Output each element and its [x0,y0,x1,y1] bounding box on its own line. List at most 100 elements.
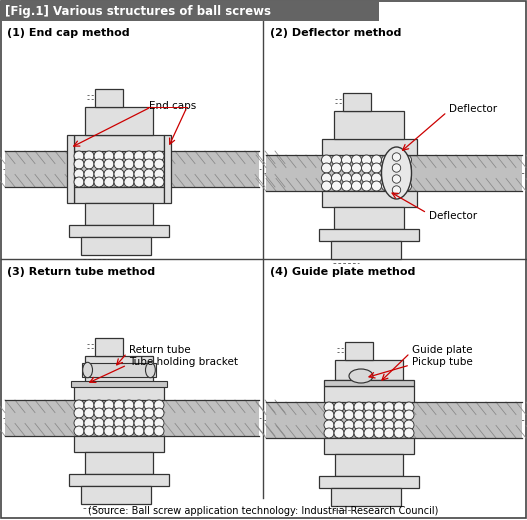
Bar [69,474,169,486]
Bar [319,476,419,488]
Circle shape [154,426,164,436]
Circle shape [144,177,154,187]
Circle shape [402,163,412,173]
Circle shape [84,426,94,436]
Circle shape [324,428,334,438]
Circle shape [344,402,354,412]
Circle shape [134,400,144,410]
Circle shape [124,159,134,169]
Bar [69,225,169,237]
Circle shape [114,177,124,187]
Circle shape [94,418,104,428]
Bar [335,454,403,476]
Bar [1,1,379,21]
Circle shape [341,181,352,191]
Circle shape [344,428,354,438]
Bar [85,356,153,384]
Circle shape [384,428,394,438]
Circle shape [364,428,374,438]
Circle shape [352,173,362,183]
Circle shape [74,418,84,428]
Circle shape [321,155,331,165]
Circle shape [374,420,384,430]
Text: [Fig.1] Various structures of ball screws: [Fig.1] Various structures of ball screw… [5,6,271,19]
Circle shape [394,420,404,430]
Bar [81,237,151,255]
Text: End caps: End caps [149,101,196,111]
Circle shape [84,408,94,418]
Circle shape [84,418,94,428]
Ellipse shape [83,362,93,378]
Circle shape [104,169,114,179]
Circle shape [144,418,154,428]
Circle shape [84,159,94,169]
Circle shape [134,418,144,428]
Circle shape [394,428,404,438]
Circle shape [392,153,401,161]
Circle shape [154,400,164,410]
Circle shape [354,410,364,420]
Circle shape [392,163,402,173]
Circle shape [364,420,374,430]
Circle shape [74,408,84,418]
Circle shape [321,173,331,183]
Text: Tube holding bracket: Tube holding bracket [129,357,238,367]
Circle shape [334,420,344,430]
Bar [95,338,123,356]
Text: (3) Return tube method: (3) Return tube method [7,267,155,277]
Text: Return tube: Return tube [129,345,191,355]
Circle shape [84,177,94,187]
Circle shape [124,169,134,179]
Bar [334,111,404,139]
Circle shape [124,400,134,410]
Circle shape [94,426,104,436]
Circle shape [321,163,331,173]
Bar [324,438,414,454]
Circle shape [331,181,341,191]
Bar [321,191,416,207]
Circle shape [94,400,104,410]
Circle shape [104,418,114,428]
Circle shape [114,418,124,428]
Bar [164,135,171,203]
Circle shape [154,169,164,179]
Circle shape [134,151,144,161]
Circle shape [372,181,382,191]
Circle shape [382,163,392,173]
Circle shape [94,151,104,161]
Bar [331,241,401,259]
Circle shape [354,420,364,430]
Circle shape [94,169,104,179]
Circle shape [334,402,344,412]
Circle shape [94,408,104,418]
Circle shape [352,163,362,173]
Circle shape [354,428,364,438]
Circle shape [374,410,384,420]
Circle shape [364,402,374,412]
Text: (Source: Ball screw application technology: Industrial Research Council): (Source: Ball screw application technolo… [88,506,438,516]
Circle shape [402,155,412,165]
Circle shape [341,163,352,173]
Bar [345,342,373,360]
Bar [335,360,403,380]
Text: Guide plate: Guide plate [412,345,473,355]
Circle shape [404,410,414,420]
Circle shape [74,426,84,436]
Circle shape [94,177,104,187]
Circle shape [372,173,382,183]
Circle shape [334,428,344,438]
Circle shape [104,426,114,436]
Circle shape [392,175,401,183]
Circle shape [344,420,354,430]
Circle shape [134,426,144,436]
Circle shape [404,428,414,438]
Text: (1) End cap method: (1) End cap method [7,28,130,38]
Circle shape [104,400,114,410]
Ellipse shape [145,362,155,378]
Circle shape [154,151,164,161]
Bar [95,89,123,107]
Circle shape [404,420,414,430]
Circle shape [134,159,144,169]
Circle shape [104,151,114,161]
Circle shape [74,159,84,169]
